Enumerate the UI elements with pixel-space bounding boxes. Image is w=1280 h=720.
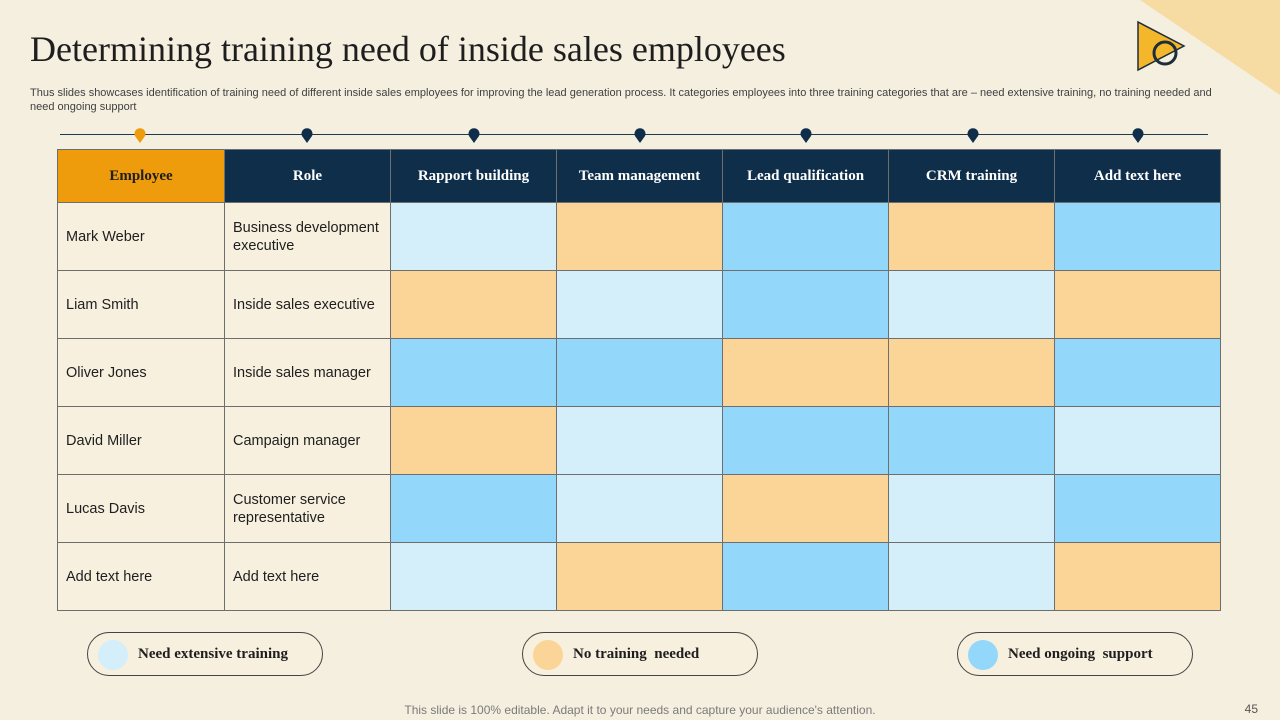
header-employee: Employee	[57, 149, 225, 203]
need-ongoing-support-cell	[888, 406, 1055, 475]
table-row: Oliver Jones Inside sales manager	[57, 338, 1221, 407]
page-title: Determining training need of inside sale…	[30, 29, 786, 69]
timeline-marker-icon	[134, 128, 146, 143]
table-row: Liam Smith Inside sales executive	[57, 270, 1221, 339]
need-ongoing-support-cell	[722, 406, 889, 475]
timeline-marker-icon	[468, 128, 480, 143]
need-extensive-training-cell	[888, 270, 1055, 339]
employee-name-cell: Liam Smith	[57, 270, 225, 339]
timeline-marker-icon	[967, 128, 979, 143]
training-needs-table: Employee Role Rapport building Team mana…	[57, 149, 1221, 611]
header-timeline	[60, 127, 1208, 147]
no-training-needed-cell	[888, 338, 1055, 407]
header-role: Role	[224, 149, 391, 203]
need-ongoing-support-cell	[722, 270, 889, 339]
need-extensive-training-cell	[1054, 406, 1221, 475]
role-cell: Inside sales executive	[224, 270, 391, 339]
timeline-marker-icon	[1132, 128, 1144, 143]
no-training-needed-cell	[556, 202, 723, 271]
need-ongoing-support-cell	[1054, 338, 1221, 407]
role-cell: Customer service representative	[224, 474, 391, 543]
need-extensive-training-cell	[556, 406, 723, 475]
legend-label: No training needed	[573, 646, 700, 662]
need-ongoing-support-cell	[1054, 202, 1221, 271]
legend-need-extensive-training: Need extensive training	[87, 632, 323, 676]
legend-no-training-needed: No training needed	[522, 632, 758, 676]
legend-swatch	[968, 640, 998, 670]
header-add-text: Add text here	[1054, 149, 1221, 203]
employee-name-cell: Oliver Jones	[57, 338, 225, 407]
corner-decoration	[1140, 0, 1280, 95]
employee-name-cell: Mark Weber	[57, 202, 225, 271]
timeline-marker-icon	[634, 128, 646, 143]
need-ongoing-support-cell	[722, 202, 889, 271]
legend-label: Need extensive training	[138, 646, 288, 662]
legend-need-ongoing-support: Need ongoing support	[957, 632, 1193, 676]
table-header-row: Employee Role Rapport building Team mana…	[57, 149, 1221, 203]
page-number: 45	[1244, 702, 1258, 716]
timeline-marker-icon	[301, 128, 313, 143]
need-extensive-training-cell	[556, 270, 723, 339]
footer-note: This slide is 100% editable. Adapt it to…	[404, 703, 876, 717]
header-team-management: Team management	[556, 149, 723, 203]
need-extensive-training-cell	[390, 542, 557, 611]
header-rapport-building: Rapport building	[390, 149, 557, 203]
page-subtitle: Thus slides showcases identification of …	[30, 87, 1212, 113]
legend-label: Need ongoing support	[1008, 646, 1153, 662]
no-training-needed-cell	[1054, 270, 1221, 339]
no-training-needed-cell	[556, 542, 723, 611]
employee-name-cell: David Miller	[57, 406, 225, 475]
play-circle-logo-icon	[1136, 20, 1188, 72]
need-ongoing-support-cell	[390, 474, 557, 543]
table-row: Lucas Davis Customer service representati…	[57, 474, 1221, 543]
table-row: Add text here Add text here	[57, 542, 1221, 611]
table-row: David Miller Campaign manager	[57, 406, 1221, 475]
legend-swatch	[533, 640, 563, 670]
need-extensive-training-cell	[390, 202, 557, 271]
need-extensive-training-cell	[888, 542, 1055, 611]
no-training-needed-cell	[722, 474, 889, 543]
role-cell: Inside sales manager	[224, 338, 391, 407]
no-training-needed-cell	[390, 270, 557, 339]
timeline-line	[60, 134, 1208, 135]
role-cell: Campaign manager	[224, 406, 391, 475]
timeline-marker-icon	[800, 128, 812, 143]
no-training-needed-cell	[1054, 542, 1221, 611]
need-ongoing-support-cell	[1054, 474, 1221, 543]
no-training-needed-cell	[888, 202, 1055, 271]
need-extensive-training-cell	[556, 474, 723, 543]
role-cell: Add text here	[224, 542, 391, 611]
need-ongoing-support-cell	[556, 338, 723, 407]
employee-name-cell: Lucas Davis	[57, 474, 225, 543]
no-training-needed-cell	[390, 406, 557, 475]
need-ongoing-support-cell	[390, 338, 557, 407]
no-training-needed-cell	[722, 338, 889, 407]
need-ongoing-support-cell	[722, 542, 889, 611]
employee-name-cell: Add text here	[57, 542, 225, 611]
table-row: Mark Weber Business development executive	[57, 202, 1221, 271]
legend-swatch	[98, 640, 128, 670]
header-crm-training: CRM training	[888, 149, 1055, 203]
role-cell: Business development executive	[224, 202, 391, 271]
need-extensive-training-cell	[888, 474, 1055, 543]
header-lead-qualification: Lead qualification	[722, 149, 889, 203]
